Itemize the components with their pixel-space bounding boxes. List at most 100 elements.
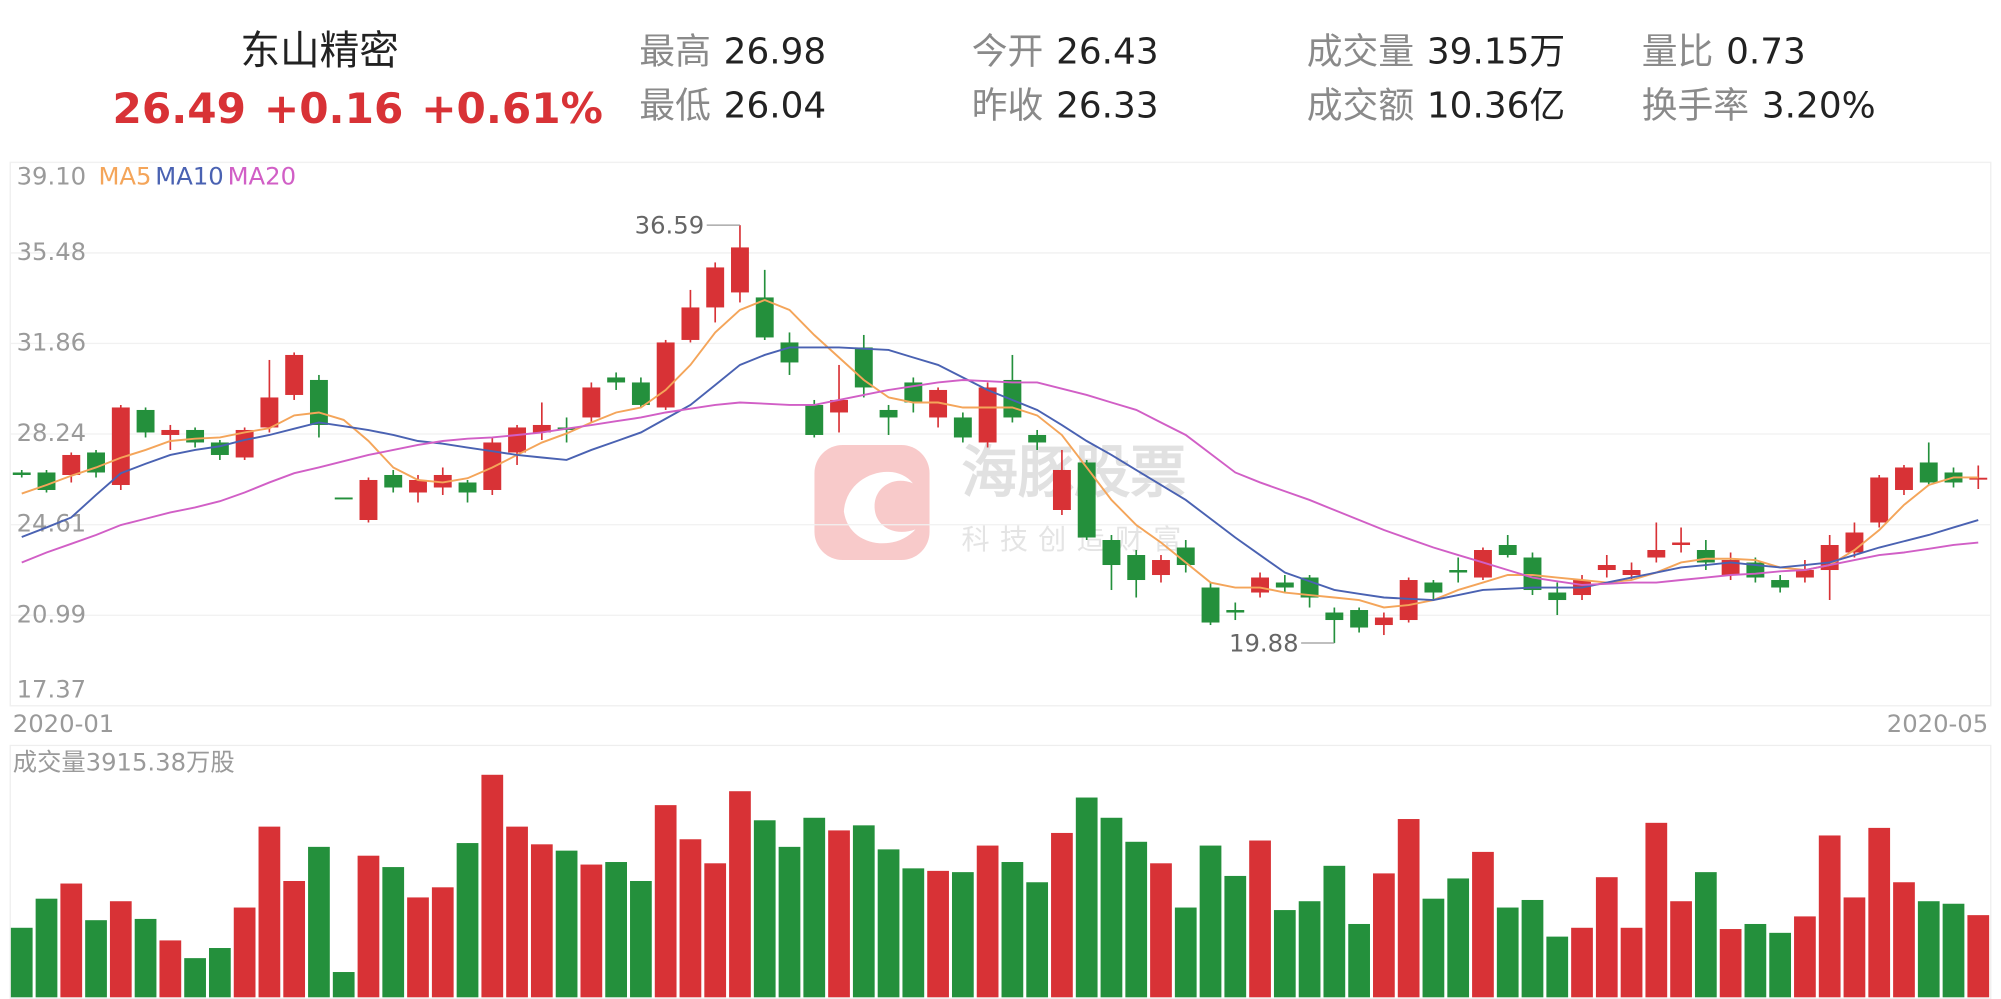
volume-panel: [9, 744, 1992, 999]
y-tick-label: 35.48: [17, 237, 87, 266]
volume-bar: [1942, 903, 1965, 998]
watermark-logo-mark: [843, 471, 916, 544]
candle-body: [1622, 570, 1641, 576]
quote-value: 26.04: [724, 85, 826, 126]
volume-bar: [1868, 827, 1891, 998]
volume-bar: [555, 850, 578, 998]
volume-bar: [1348, 923, 1370, 998]
volume-bar: [1645, 822, 1668, 998]
volume-bar: [803, 817, 826, 998]
volume-bar: [927, 870, 949, 998]
candle-body: [1895, 467, 1913, 490]
volume-bar: [976, 845, 999, 998]
candle-body: [334, 497, 353, 500]
quote-label: 换手率: [1642, 85, 1749, 126]
volume-bar: [481, 774, 504, 998]
candle-body: [1275, 582, 1294, 588]
y-tick-label: 31.86: [17, 327, 87, 356]
candle-body: [1771, 580, 1790, 588]
candle-body: [681, 307, 700, 340]
candle-body: [62, 454, 81, 475]
volume-bar: [1051, 832, 1073, 998]
volume-bar: [1298, 901, 1321, 998]
volume-bar: [1496, 907, 1519, 998]
volume-bar: [580, 864, 603, 998]
candle-body: [830, 399, 848, 413]
candle-body: [1919, 462, 1938, 483]
candle-body: [656, 342, 675, 408]
quote-value: 0.73: [1726, 32, 1806, 73]
volume-bar: [1397, 819, 1420, 998]
candle-body: [309, 379, 328, 425]
candle-body: [780, 342, 799, 363]
volume-bar: [1917, 901, 1940, 998]
volume-bar: [382, 867, 405, 998]
annotation-label: 19.88: [1229, 628, 1299, 657]
volume-bar: [1818, 835, 1841, 998]
candle-body: [1152, 560, 1170, 576]
candle-body: [186, 429, 205, 443]
candle-body: [285, 354, 304, 395]
volume-bar: [828, 830, 850, 998]
candle-body: [1548, 592, 1567, 601]
volume-bar: [902, 868, 925, 998]
candle-body: [235, 429, 254, 458]
volume-bar: [134, 918, 157, 998]
volume-bar: [1472, 851, 1494, 998]
candle-body: [111, 407, 130, 485]
candle-body: [1077, 462, 1096, 538]
candle-body: [1498, 545, 1517, 556]
volume-bar: [530, 844, 553, 998]
volume-bar: [85, 920, 107, 998]
quote-value: 26.43: [1056, 32, 1158, 73]
candle-body: [1424, 582, 1443, 593]
volume-bar: [506, 826, 528, 998]
candle-body: [978, 387, 997, 443]
candle-body: [1399, 580, 1418, 621]
volume-bar: [679, 839, 702, 998]
candle-body: [929, 389, 948, 418]
annotation-label: 36.59: [635, 210, 705, 239]
candle-body: [433, 474, 452, 488]
quote-value: 39.15万: [1427, 32, 1565, 73]
volume-bar: [109, 901, 132, 998]
legend-entry: MA10: [155, 162, 223, 191]
volume-bar: [159, 940, 182, 998]
candle-body: [1449, 570, 1468, 573]
y-tick-label: 17.37: [17, 674, 87, 703]
candle-body: [1028, 434, 1047, 443]
volume-bar: [1521, 899, 1544, 998]
volume-bar: [1026, 882, 1049, 998]
candle-body: [12, 472, 31, 475]
legend-entry: MA20: [228, 162, 296, 191]
quote-value: 3.20%: [1762, 85, 1876, 126]
volume-bar: [308, 846, 330, 998]
quote-label: 量比: [1642, 32, 1714, 73]
candle-body: [87, 452, 105, 473]
volume-bar: [1373, 873, 1395, 998]
candle-body: [1597, 565, 1616, 571]
candle-body: [359, 479, 378, 520]
candle-body: [755, 297, 774, 338]
candle-body: [1523, 557, 1542, 591]
candle-body: [731, 247, 749, 293]
volume-title: 成交量3915.38万股: [13, 747, 235, 776]
volume-bar: [1595, 877, 1618, 998]
volume-bar: [1125, 841, 1148, 998]
candle-body: [582, 387, 601, 418]
volume-bar: [208, 948, 231, 998]
stock-name: 东山精密: [240, 28, 399, 74]
volume-bar: [357, 855, 380, 998]
candle-body: [953, 417, 972, 438]
candle-body: [260, 397, 279, 428]
volume-bar: [1843, 897, 1866, 998]
volume-bar: [1174, 907, 1197, 998]
price-change-percent: +0.61%: [421, 84, 603, 133]
volume-bar: [877, 849, 900, 998]
volume-bar: [1001, 862, 1024, 998]
volume-bar: [1794, 916, 1816, 998]
volume-bar: [283, 880, 306, 998]
candle-body: [1325, 612, 1344, 621]
volume-bar: [1893, 882, 1915, 998]
candle-body: [161, 429, 180, 435]
